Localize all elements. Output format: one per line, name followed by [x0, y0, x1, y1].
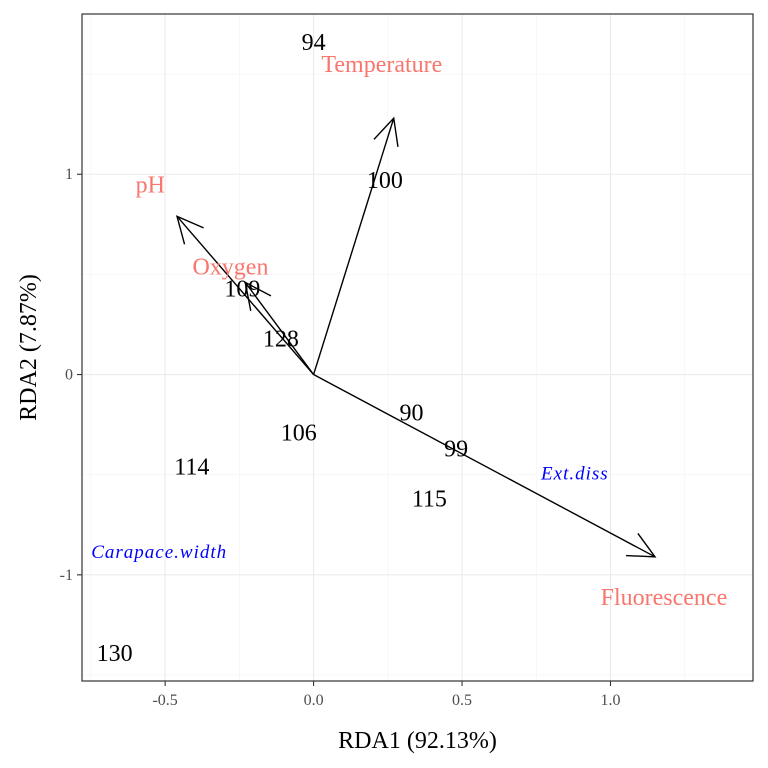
y-axis-title: RDA2 (7.87%) — [16, 274, 42, 421]
site-label-114: 114 — [174, 455, 209, 481]
env-label-temperature: Temperature — [321, 52, 442, 78]
arrow-shaft-ph — [176, 215, 315, 375]
y-tick-label: -1 — [60, 567, 73, 584]
y-tick-label: 1 — [65, 166, 73, 183]
env-label-ph: pH — [136, 172, 165, 198]
y-tick-label: 0 — [65, 367, 73, 384]
arrow-head-ph — [175, 215, 204, 245]
arrow-shaft-temperature — [312, 117, 395, 375]
site-label-109: 109 — [224, 276, 260, 302]
site-label-130: 130 — [97, 641, 133, 667]
env-label-fluorescence: Fluorescence — [601, 585, 728, 611]
arrow-head-oxygen — [244, 281, 272, 312]
species-labels: Ext.diss Carapace.width — [91, 464, 609, 563]
panel-border — [81, 13, 754, 682]
site-label-90: 90 — [400, 401, 424, 427]
y-axis-ticks: -1 0 1 — [60, 166, 82, 584]
arrow-head-fluorescence — [626, 532, 657, 558]
x-tick-label: 1.0 — [600, 692, 620, 709]
environment-labels: Temperature pH Oxygen Fluorescence — [136, 52, 728, 611]
site-label-128: 128 — [263, 326, 299, 352]
x-tick-label: 0.5 — [452, 692, 472, 709]
env-label-oxygen: Oxygen — [192, 254, 268, 280]
grid-major — [82, 14, 753, 681]
environment-arrows — [175, 116, 657, 558]
species-label-carapace-width: Carapace.width — [91, 542, 227, 563]
site-label-106: 106 — [281, 421, 317, 447]
site-label-99: 99 — [444, 437, 468, 463]
arrow-shaft-fluorescence — [313, 373, 656, 558]
site-label-115: 115 — [412, 487, 447, 513]
x-axis-ticks: -0.5 0.0 0.5 1.0 — [152, 681, 620, 709]
x-axis-title: RDA1 (92.13%) — [338, 728, 497, 754]
arrow-head-temperature — [373, 116, 399, 147]
x-tick-label: -0.5 — [152, 692, 177, 709]
x-tick-label: 0.0 — [304, 692, 324, 709]
species-label-ext-diss: Ext.diss — [540, 464, 609, 485]
site-label-94: 94 — [302, 30, 326, 56]
arrow-shaft-oxygen — [244, 281, 315, 375]
site-label-100: 100 — [367, 168, 403, 194]
